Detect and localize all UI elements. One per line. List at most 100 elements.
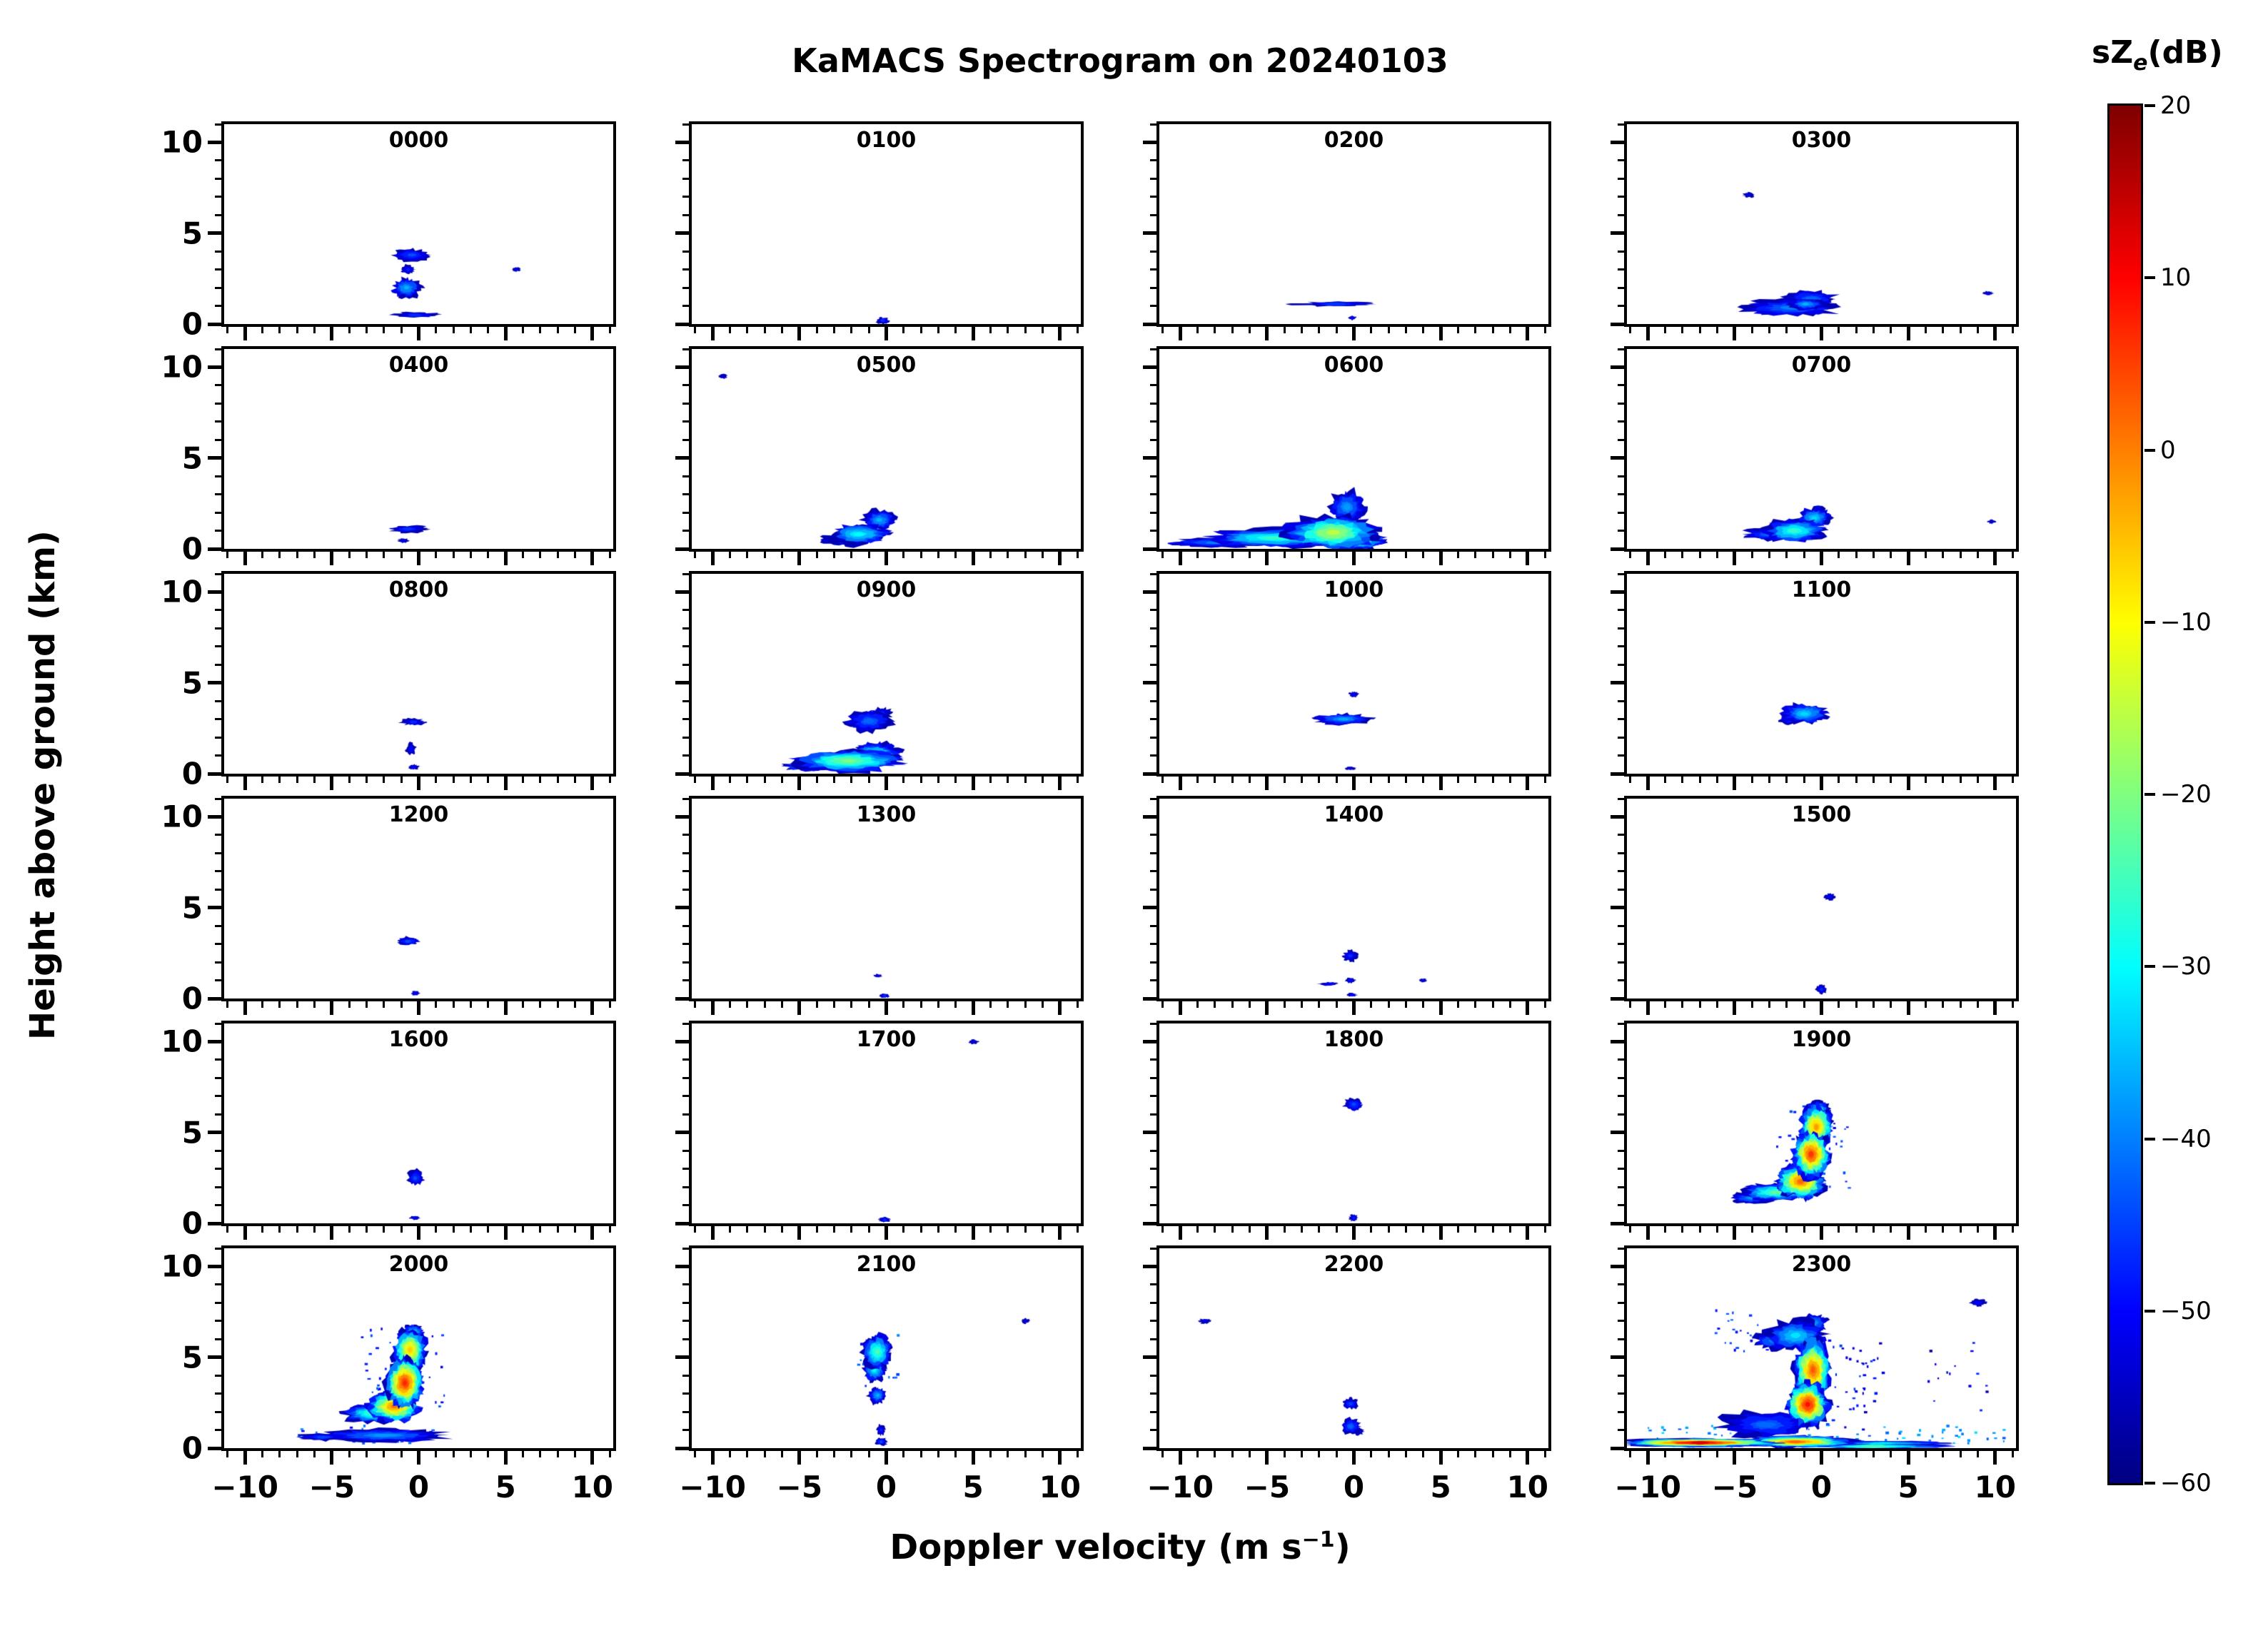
- x-tick: [1733, 1001, 1737, 1015]
- x-tick: [1890, 1226, 1892, 1233]
- x-tick: [1491, 777, 1494, 783]
- x-tick: [1283, 327, 1286, 333]
- x-tick: [1318, 327, 1321, 333]
- x-tick: [278, 327, 281, 333]
- x-tick-label: 5: [1430, 1470, 1451, 1505]
- x-tick: [989, 777, 992, 783]
- y-tick: [1143, 322, 1156, 326]
- x-tick: [1387, 327, 1390, 333]
- y-tick: [215, 699, 221, 702]
- x-tick: [1526, 1001, 1530, 1015]
- spectrogram-panel-0100: 0100: [675, 121, 1084, 340]
- x-tick: [590, 327, 595, 340]
- y-tick: [208, 456, 221, 460]
- y-tick: [1611, 772, 1624, 776]
- x-tick: [1161, 777, 1164, 783]
- x-tick: [1681, 1001, 1684, 1008]
- x-tick: [954, 1451, 957, 1457]
- x-tick: [366, 1226, 368, 1233]
- x-tick: [487, 327, 490, 333]
- x-tick: [902, 1226, 905, 1233]
- y-tick: [675, 814, 689, 819]
- x-tick: [1803, 777, 1805, 783]
- x-tick: [2011, 327, 2014, 333]
- x-tick: [2011, 1001, 2014, 1008]
- y-tick: [1618, 438, 1624, 441]
- x-tick: [1318, 552, 1321, 558]
- x-tick: [366, 1001, 368, 1008]
- colorbar-tick-label: −30: [2160, 952, 2212, 981]
- y-tick: [682, 475, 689, 477]
- x-tick: [1007, 1001, 1009, 1008]
- y-tick: [682, 609, 689, 612]
- x-tick: [1942, 1001, 1945, 1008]
- y-tick: [682, 1058, 689, 1061]
- x-tick: [850, 327, 853, 333]
- x-tick: [417, 1226, 420, 1240]
- panel-time-label: 1900: [1791, 1027, 1852, 1052]
- y-tick: [1611, 814, 1624, 819]
- y-tick: [1150, 572, 1156, 575]
- x-tick: [521, 1226, 524, 1233]
- x-tick: [1681, 777, 1684, 783]
- x-tick: [1993, 777, 1997, 790]
- x-tick: [1214, 1001, 1216, 1008]
- x-tick: [1543, 327, 1546, 333]
- x-tick: [729, 327, 732, 333]
- y-tick: [1618, 627, 1624, 630]
- x-tick: [296, 1451, 298, 1457]
- y-tick: [215, 924, 221, 927]
- x-tick: [919, 552, 922, 558]
- x-tick: [400, 777, 403, 783]
- x-tick: [694, 552, 697, 558]
- y-tick: [1143, 814, 1156, 819]
- y-tick: [675, 1355, 689, 1360]
- y-tick: [1611, 1039, 1624, 1043]
- x-tick: [1820, 552, 1823, 565]
- x-tick: [487, 1001, 490, 1008]
- y-tick: [675, 140, 689, 144]
- x-tick: [556, 327, 559, 333]
- y-tick: [1618, 250, 1624, 253]
- x-tick: [1404, 327, 1407, 333]
- x-tick: [919, 1451, 922, 1457]
- y-tick: [1618, 1113, 1624, 1116]
- x-tick: [954, 777, 957, 783]
- colorbar-gradient: [2107, 103, 2143, 1485]
- x-tick: [729, 1001, 732, 1008]
- y-tick: [208, 1355, 221, 1360]
- x-tick: [487, 1226, 490, 1233]
- x-tick: [781, 1451, 784, 1457]
- x-tick: [278, 1451, 281, 1457]
- y-tick: [1150, 961, 1156, 964]
- x-tick: [1838, 1001, 1840, 1008]
- y-tick: [215, 1113, 221, 1116]
- spectrogram-canvas: [1627, 799, 2016, 998]
- x-tick: [1664, 1001, 1667, 1008]
- x-tick: [1976, 1226, 1979, 1233]
- y-tick: [675, 1446, 689, 1450]
- x-tick: [781, 1226, 784, 1233]
- panel-time-label: 1800: [1324, 1027, 1384, 1052]
- y-tick: [682, 402, 689, 405]
- x-tick: [1265, 1001, 1269, 1015]
- x-tick: [1370, 1226, 1373, 1233]
- y-tick: [1618, 1338, 1624, 1340]
- y-tick: [1150, 736, 1156, 739]
- x-tick: [1387, 1001, 1390, 1008]
- x-tick: [797, 1001, 802, 1015]
- x-tick: [884, 327, 888, 340]
- y-tick: [215, 159, 221, 162]
- x-tick: [469, 1001, 472, 1008]
- x-tick: [833, 1001, 835, 1008]
- x-tick-label: 10: [571, 1470, 614, 1505]
- x-tick-label: 10: [1506, 1470, 1549, 1505]
- x-tick: [1161, 552, 1164, 558]
- y-tick: [1143, 1039, 1156, 1043]
- x-tick: [797, 327, 802, 340]
- y-tick: [215, 1204, 221, 1207]
- x-tick: [867, 777, 870, 783]
- y-tick: [675, 996, 689, 1001]
- y-tick: [1150, 1429, 1156, 1432]
- x-tick: [1872, 552, 1875, 558]
